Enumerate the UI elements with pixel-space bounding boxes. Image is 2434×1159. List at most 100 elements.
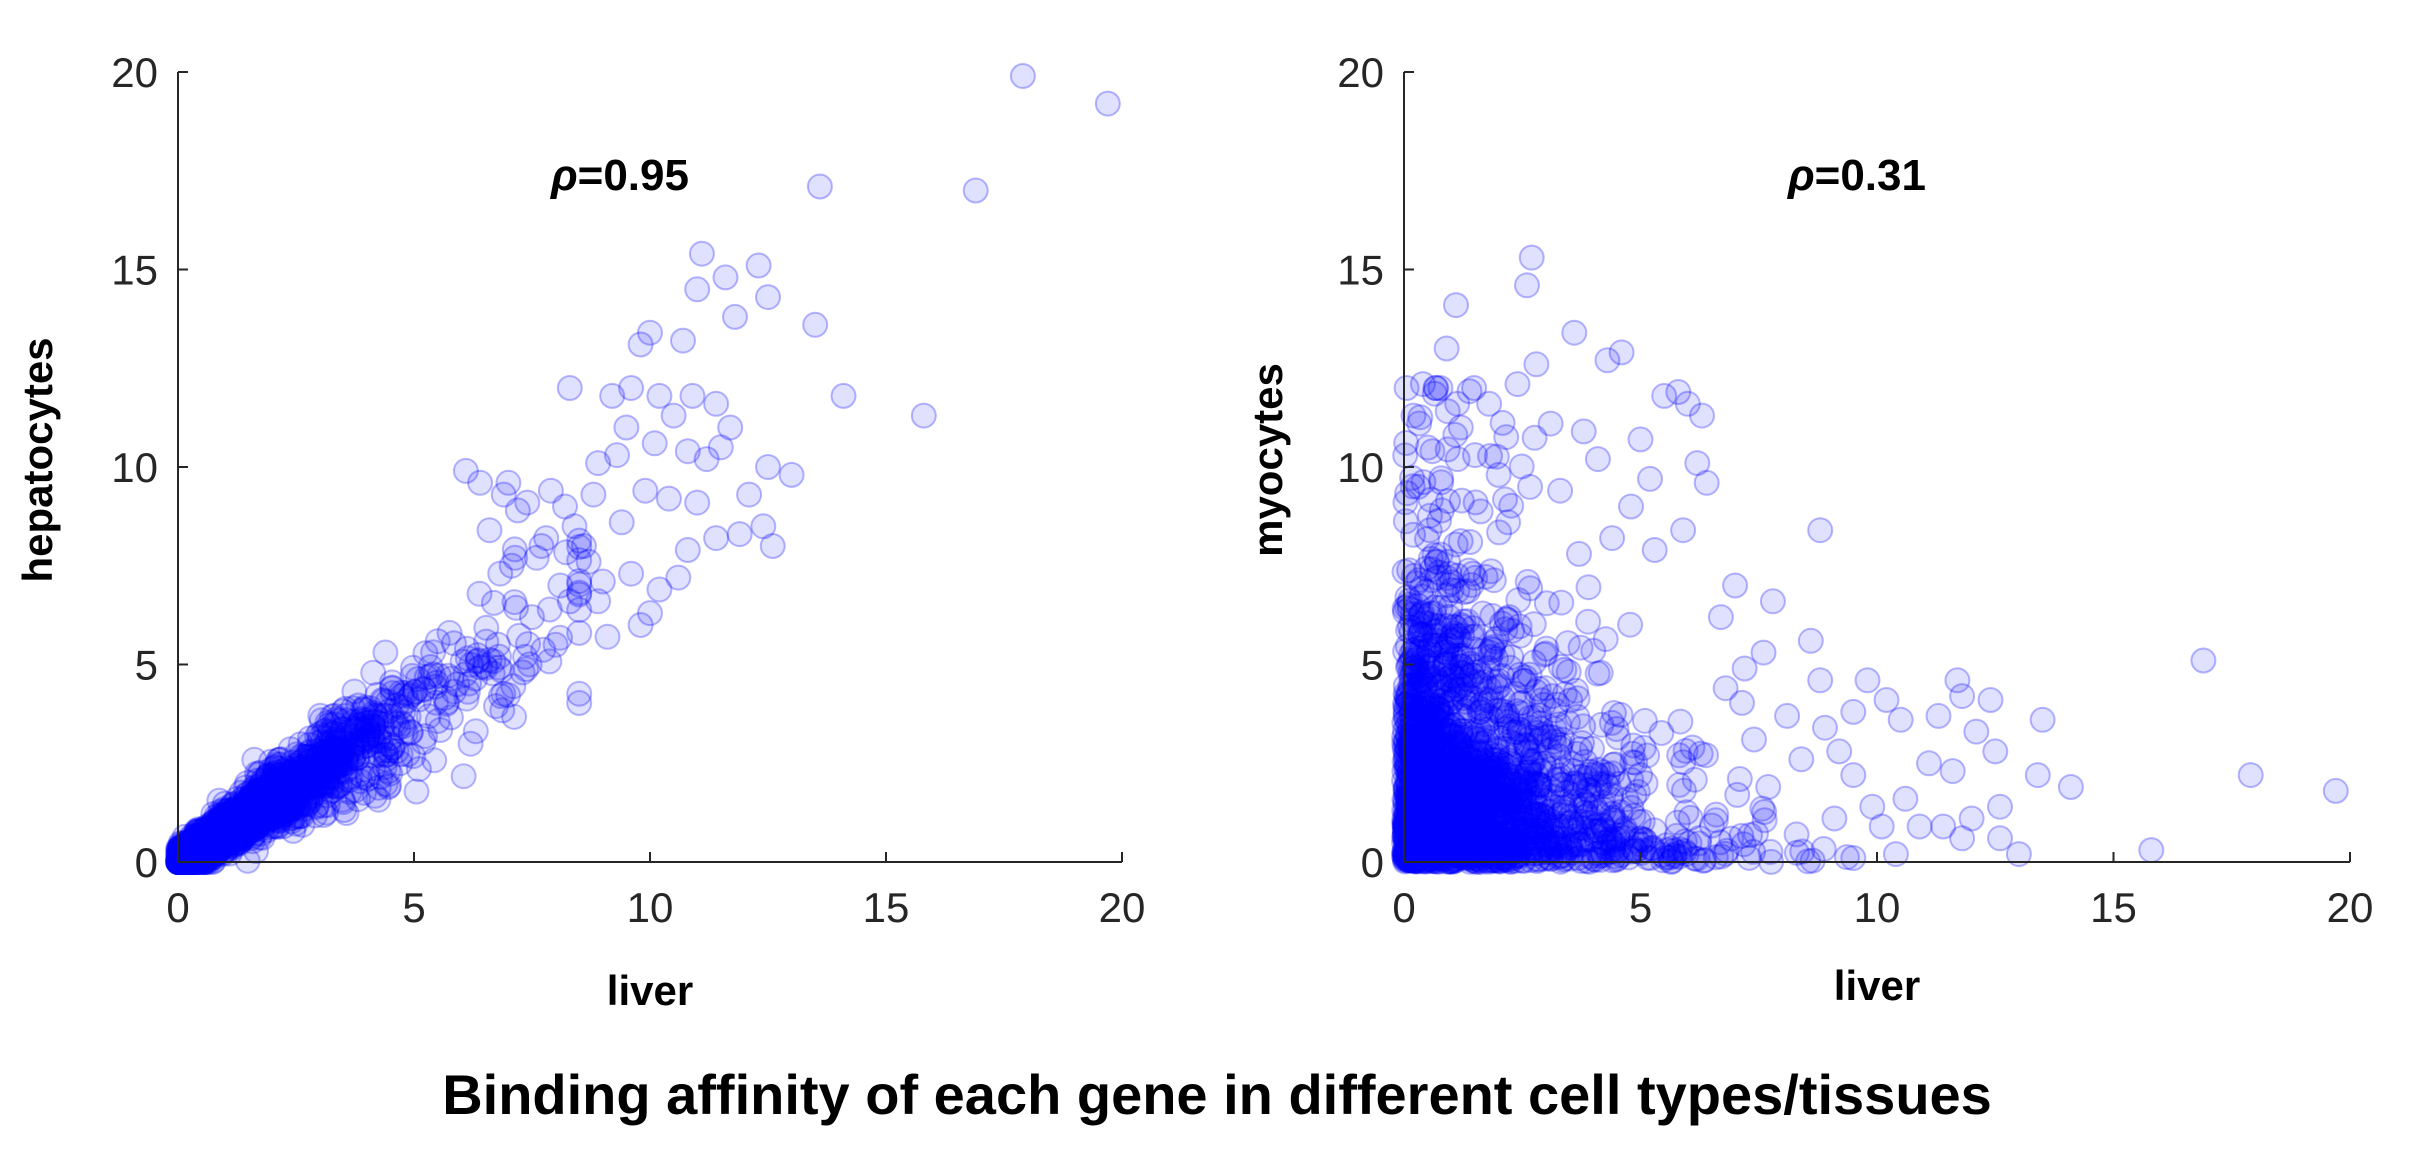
data-point bbox=[246, 794, 273, 821]
data-point bbox=[234, 795, 261, 822]
data-point bbox=[229, 786, 256, 813]
data-point bbox=[346, 711, 373, 738]
data-point bbox=[1419, 438, 1446, 465]
data-point bbox=[398, 681, 425, 708]
data-point bbox=[1741, 726, 1767, 753]
y-tick-label: 5 bbox=[135, 642, 158, 689]
data-point bbox=[340, 743, 367, 770]
data-point bbox=[321, 764, 348, 791]
data-point bbox=[261, 761, 288, 788]
data-point bbox=[242, 795, 268, 822]
data-point bbox=[187, 821, 214, 848]
data-point bbox=[279, 775, 306, 802]
data-point bbox=[194, 823, 221, 850]
data-point bbox=[223, 814, 250, 841]
data-point bbox=[627, 612, 654, 638]
data-point bbox=[395, 703, 422, 730]
data-point bbox=[641, 430, 668, 457]
data-point bbox=[495, 469, 522, 496]
data-point bbox=[298, 754, 325, 781]
data-point bbox=[471, 653, 498, 680]
data-point bbox=[199, 810, 226, 837]
data-point bbox=[230, 803, 257, 830]
data-point bbox=[226, 794, 253, 821]
data-point bbox=[263, 806, 290, 833]
data-point bbox=[212, 815, 239, 842]
data-point bbox=[221, 810, 248, 837]
data-point bbox=[275, 798, 302, 825]
data-point bbox=[1939, 758, 1966, 785]
data-point bbox=[1433, 335, 1460, 362]
data-point bbox=[182, 833, 209, 860]
data-point bbox=[269, 788, 296, 815]
data-point bbox=[339, 731, 366, 758]
data-point bbox=[244, 814, 271, 841]
data-point bbox=[2190, 647, 2217, 674]
data-point bbox=[608, 509, 635, 536]
data-point bbox=[1580, 637, 1607, 664]
data-point bbox=[213, 820, 240, 847]
data-point bbox=[688, 240, 715, 267]
data-point bbox=[359, 720, 386, 747]
data-point bbox=[1673, 799, 1700, 826]
data-point bbox=[646, 576, 673, 603]
data-point bbox=[232, 805, 259, 832]
data-point bbox=[281, 765, 308, 792]
data-point bbox=[213, 827, 240, 854]
data-point bbox=[397, 718, 424, 745]
data-point bbox=[207, 825, 234, 852]
data-point bbox=[198, 826, 225, 853]
data-point bbox=[1396, 596, 1423, 623]
data-point bbox=[166, 844, 193, 871]
data-point bbox=[169, 846, 196, 873]
data-point bbox=[294, 783, 321, 810]
data-point bbox=[196, 829, 223, 855]
correlation-annotation: ρ=0.31 bbox=[1786, 151, 1926, 200]
data-point bbox=[180, 835, 206, 862]
data-point bbox=[313, 771, 340, 798]
data-point bbox=[270, 786, 296, 813]
data-point bbox=[265, 769, 292, 796]
data-point bbox=[249, 787, 275, 814]
data-point bbox=[268, 776, 295, 803]
data-point bbox=[264, 794, 291, 820]
data-point bbox=[355, 714, 382, 740]
data-point bbox=[261, 770, 287, 797]
data-point bbox=[217, 817, 244, 844]
data-point bbox=[237, 808, 263, 835]
data-point bbox=[203, 825, 230, 852]
data-point bbox=[214, 805, 241, 832]
data-point bbox=[216, 799, 243, 826]
data-point bbox=[327, 744, 354, 771]
data-point bbox=[379, 669, 405, 696]
data-point bbox=[392, 719, 419, 746]
data-point bbox=[233, 811, 260, 838]
data-point bbox=[213, 820, 240, 847]
data-point bbox=[192, 829, 219, 856]
data-point bbox=[2237, 762, 2264, 789]
data-point bbox=[250, 798, 277, 825]
data-point bbox=[390, 698, 417, 725]
data-point bbox=[679, 382, 706, 409]
data-point bbox=[184, 838, 211, 865]
data-point bbox=[263, 785, 290, 812]
data-point bbox=[247, 785, 274, 812]
data-point bbox=[167, 845, 194, 872]
data-point bbox=[1840, 762, 1867, 789]
data-point bbox=[219, 792, 246, 819]
data-point bbox=[1518, 244, 1545, 271]
data-point bbox=[225, 814, 252, 841]
data-point bbox=[1452, 796, 1479, 823]
data-point bbox=[1459, 662, 1486, 689]
data-point bbox=[268, 785, 295, 812]
data-point bbox=[303, 793, 330, 820]
data-point bbox=[604, 442, 630, 469]
x-tick-label: 15 bbox=[2090, 884, 2137, 931]
data-point bbox=[509, 659, 536, 686]
data-point bbox=[186, 840, 213, 867]
data-point bbox=[566, 568, 593, 595]
data-point bbox=[401, 679, 428, 706]
data-point bbox=[245, 788, 272, 815]
data-point bbox=[351, 779, 378, 806]
data-point bbox=[248, 792, 275, 819]
